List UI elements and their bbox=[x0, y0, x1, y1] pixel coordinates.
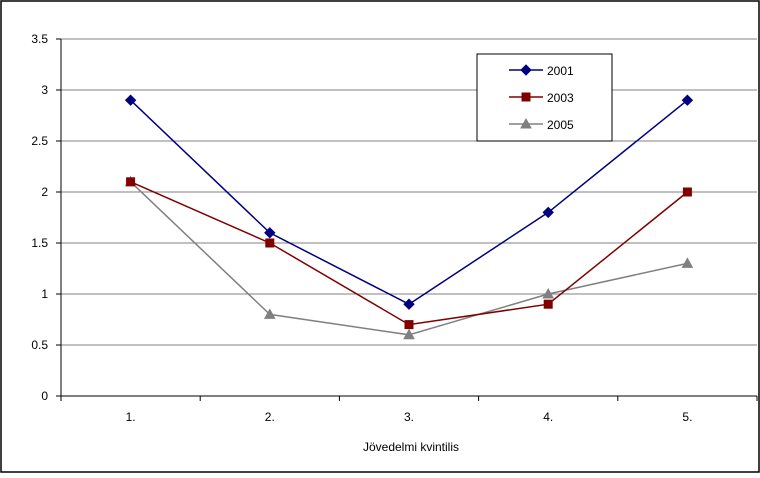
data-point-2003 bbox=[126, 177, 136, 187]
y-tick-label: 3 bbox=[41, 83, 48, 97]
legend-item-2003: 2003 bbox=[509, 91, 574, 105]
data-point-2003 bbox=[543, 299, 553, 309]
legend-item-2001: 2001 bbox=[509, 64, 574, 78]
legend-marker bbox=[521, 92, 531, 102]
x-tick-label: 5. bbox=[682, 410, 692, 424]
x-tick-label: 4. bbox=[543, 410, 553, 424]
y-tick-label: 0.5 bbox=[31, 338, 48, 352]
series-2005 bbox=[124, 175, 694, 340]
data-point-2001 bbox=[681, 94, 694, 106]
y-tick-label: 3.5 bbox=[31, 32, 48, 46]
y-tick-label: 1 bbox=[41, 287, 48, 301]
y-tick-label: 0 bbox=[41, 389, 48, 403]
data-point-2003 bbox=[682, 187, 692, 197]
data-point-2003 bbox=[404, 320, 414, 330]
data-point-2005 bbox=[403, 328, 415, 340]
series-layer bbox=[124, 94, 694, 340]
legend-label: 2003 bbox=[547, 91, 574, 105]
legend-label: 2001 bbox=[547, 64, 574, 78]
data-point-2005 bbox=[542, 287, 555, 299]
x-tick-label: 3. bbox=[404, 410, 414, 424]
data-point-2005 bbox=[681, 257, 694, 268]
data-point-2005 bbox=[263, 308, 276, 319]
data-point-2001 bbox=[403, 298, 415, 310]
axes: 0 0.5 1 1.5 2 2.5 3 3.5 1. 2. 3. 4. 5. bbox=[31, 32, 758, 424]
data-point-2001 bbox=[124, 94, 137, 106]
y-tick-label: 1.5 bbox=[31, 236, 48, 250]
legend-item-2005: 2005 bbox=[509, 117, 574, 132]
legend-marker bbox=[520, 117, 532, 129]
data-point-2001 bbox=[264, 227, 276, 239]
legend-label: 2005 bbox=[547, 118, 574, 132]
legend-marker bbox=[520, 64, 532, 76]
data-point-2003 bbox=[265, 238, 275, 248]
series-2003 bbox=[126, 177, 692, 330]
x-axis-title: Jövedelmi kvintilis bbox=[363, 440, 459, 454]
series-2001 bbox=[124, 94, 694, 310]
gridlines bbox=[61, 38, 757, 346]
legend-box bbox=[476, 53, 613, 142]
data-point-2001 bbox=[542, 206, 554, 219]
x-tick-label: 2. bbox=[265, 410, 275, 424]
y-tick-label: 2.5 bbox=[31, 134, 48, 148]
x-tick-label: 1. bbox=[126, 410, 136, 424]
y-tick-label: 2 bbox=[41, 185, 48, 199]
legend: 2001 2003 2005 bbox=[476, 53, 613, 142]
